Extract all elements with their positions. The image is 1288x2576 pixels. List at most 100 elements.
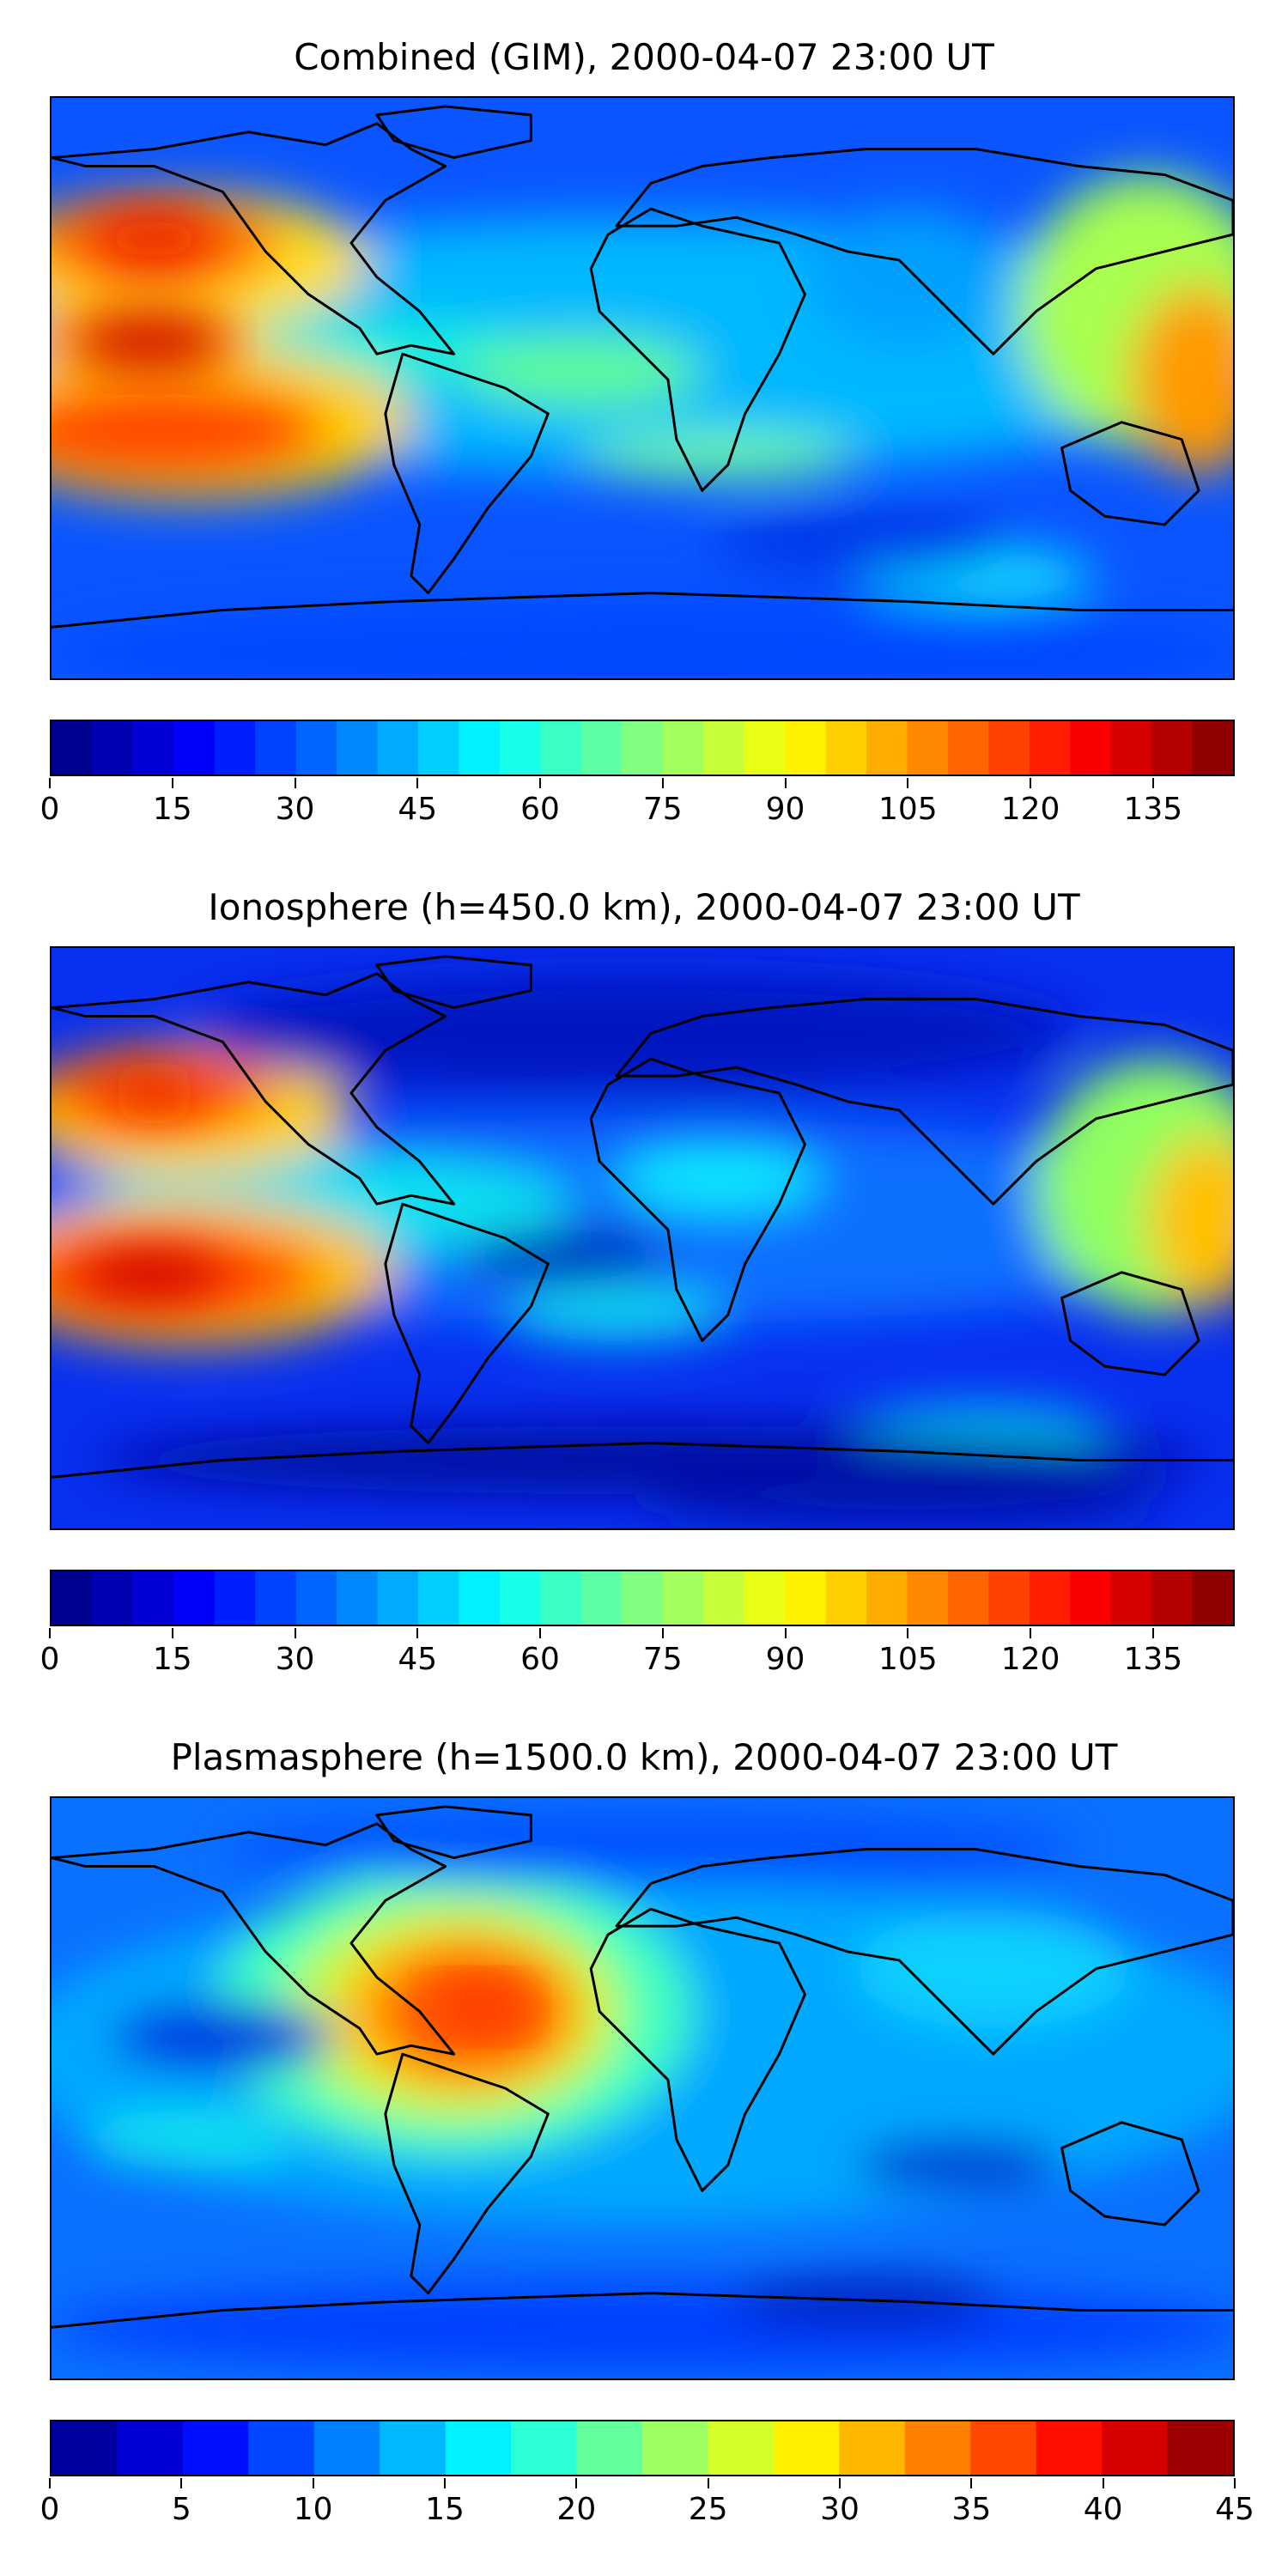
colorbar-tick bbox=[294, 1628, 296, 1638]
colorbar-swatch bbox=[214, 721, 256, 775]
panel-3-colorbar bbox=[50, 2420, 1235, 2476]
colorbar-tick bbox=[839, 2478, 841, 2488]
colorbar-tick bbox=[49, 778, 51, 788]
colorbar-swatch bbox=[1110, 1571, 1152, 1625]
colorbar-tick-label: 75 bbox=[642, 792, 683, 827]
colorbar-swatch bbox=[825, 721, 867, 775]
colorbar-tick-label: 15 bbox=[152, 792, 192, 827]
colorbar-tick-label: 45 bbox=[398, 1642, 438, 1677]
panel-3-map bbox=[50, 1796, 1235, 2380]
colorbar-tick bbox=[416, 1628, 419, 1638]
colorbar-tick-label: 0 bbox=[39, 1642, 60, 1677]
colorbar-swatch bbox=[540, 1571, 582, 1625]
colorbar-swatch bbox=[132, 721, 174, 775]
colorbar-tick-label: 5 bbox=[171, 2492, 191, 2527]
colorbar-tick bbox=[444, 2478, 446, 2488]
colorbar-swatch bbox=[173, 1571, 216, 1625]
colorbar-swatch bbox=[52, 721, 94, 775]
colorbar-swatch bbox=[622, 721, 664, 775]
colorbar-swatch bbox=[907, 1571, 949, 1625]
colorbar-tick-label: 15 bbox=[152, 1642, 192, 1677]
colorbar-swatch bbox=[380, 2421, 447, 2475]
colorbar-swatch bbox=[1192, 721, 1233, 775]
colorbar-swatch bbox=[988, 1571, 1030, 1625]
colorbar-swatch bbox=[580, 1571, 623, 1625]
panel-2-colorbar-ticks: 0 15 30 45 60 75 90 105 120 135 bbox=[40, 1628, 1235, 1680]
colorbar-swatch bbox=[92, 1571, 134, 1625]
colorbar-swatch bbox=[904, 2421, 971, 2475]
colorbar-swatch bbox=[214, 1571, 256, 1625]
colorbar-tick-label: 120 bbox=[1000, 792, 1060, 827]
colorbar-swatch bbox=[255, 721, 297, 775]
colorbar-swatch bbox=[866, 1571, 908, 1625]
colorbar-swatch bbox=[773, 2421, 840, 2475]
colorbar-swatch bbox=[540, 721, 582, 775]
colorbar-tick-label: 15 bbox=[425, 2492, 465, 2527]
colorbar-tick-label: 20 bbox=[556, 2492, 597, 2527]
colorbar-swatch bbox=[622, 1571, 664, 1625]
colorbar-swatch bbox=[1192, 1571, 1233, 1625]
colorbar-tick bbox=[1151, 1628, 1154, 1638]
colorbar-tick bbox=[1030, 778, 1032, 788]
colorbar-swatch bbox=[499, 1571, 541, 1625]
colorbar-swatch bbox=[708, 2421, 775, 2475]
colorbar-swatch bbox=[459, 721, 501, 775]
colorbar-tick bbox=[294, 778, 296, 788]
colorbar-swatch bbox=[907, 721, 949, 775]
colorbar-tick-label: 60 bbox=[520, 792, 560, 827]
colorbar-swatch bbox=[445, 2421, 512, 2475]
colorbar-tick bbox=[661, 1628, 664, 1638]
colorbar-tick-label: 10 bbox=[293, 2492, 333, 2527]
colorbar-tick bbox=[907, 1628, 909, 1638]
colorbar-tick-label: 0 bbox=[39, 792, 60, 827]
panel-2-map bbox=[50, 946, 1235, 1530]
colorbar-tick bbox=[171, 1628, 173, 1638]
colorbar-tick-label: 35 bbox=[951, 2492, 992, 2527]
colorbar-swatch bbox=[642, 2421, 709, 2475]
colorbar-swatch bbox=[866, 721, 908, 775]
colorbar-swatch bbox=[337, 721, 379, 775]
colorbar-tick bbox=[970, 2478, 973, 2488]
colorbar-swatch bbox=[1151, 721, 1194, 775]
colorbar-swatch bbox=[662, 1571, 704, 1625]
colorbar-tick bbox=[49, 2478, 51, 2488]
colorbar-swatch bbox=[1102, 2421, 1169, 2475]
colorbar-swatch bbox=[1029, 1571, 1071, 1625]
colorbar-swatch bbox=[744, 721, 786, 775]
colorbar-swatch bbox=[313, 2421, 380, 2475]
colorbar-swatch bbox=[662, 721, 704, 775]
colorbar-swatch bbox=[947, 1571, 989, 1625]
colorbar-swatch bbox=[580, 721, 623, 775]
colorbar-tick-label: 105 bbox=[878, 1642, 938, 1677]
colorbar-tick bbox=[539, 1628, 542, 1638]
colorbar-swatch bbox=[92, 721, 134, 775]
colorbar-tick bbox=[49, 1628, 51, 1638]
colorbar-swatch bbox=[182, 2421, 249, 2475]
panel-1-colorbar-ticks: 0 15 30 45 60 75 90 105 120 135 bbox=[40, 778, 1235, 829]
colorbar-swatch bbox=[1036, 2421, 1103, 2475]
colorbar-swatch bbox=[703, 721, 745, 775]
colorbar-tick-label: 105 bbox=[878, 792, 938, 827]
panel-1-title: Combined (GIM), 2000-04-07 23:00 UT bbox=[294, 36, 994, 78]
colorbar-swatch bbox=[1110, 721, 1152, 775]
colorbar-swatch bbox=[1151, 1571, 1194, 1625]
colorbar-tick-label: 0 bbox=[39, 2492, 60, 2527]
panel-2-colorbar-swatches bbox=[52, 1571, 1233, 1625]
colorbar-tick-label: 135 bbox=[1123, 1642, 1183, 1677]
colorbar-tick bbox=[1234, 2478, 1236, 2488]
colorbar-tick bbox=[907, 778, 909, 788]
colorbar-swatch bbox=[785, 1571, 827, 1625]
colorbar-swatch bbox=[173, 721, 216, 775]
colorbar-swatch bbox=[255, 1571, 297, 1625]
colorbar-tick bbox=[707, 2478, 709, 2488]
colorbar-swatch bbox=[132, 1571, 174, 1625]
colorbar-swatch bbox=[337, 1571, 379, 1625]
panel-3-colorbar-swatches bbox=[52, 2421, 1233, 2475]
colorbar-tick bbox=[1030, 1628, 1032, 1638]
panel-1-map bbox=[50, 96, 1235, 680]
colorbar-tick-label: 90 bbox=[765, 1642, 805, 1677]
colorbar-tick bbox=[784, 1628, 787, 1638]
colorbar-tick-label: 135 bbox=[1123, 792, 1183, 827]
colorbar-swatch bbox=[52, 2421, 118, 2475]
